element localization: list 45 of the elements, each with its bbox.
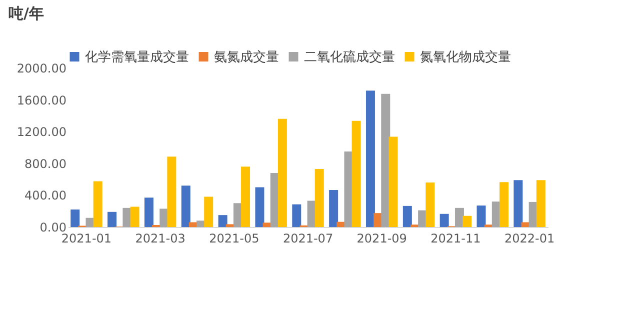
bar — [329, 190, 338, 227]
legend-label: 二氧化硫成交量 — [304, 48, 395, 65]
x-tick-label: 2021-05 — [209, 232, 260, 246]
bar — [440, 214, 449, 227]
x-tick-label: 2021-07 — [282, 232, 334, 246]
y-tick-label: 0.00 — [40, 220, 66, 234]
bar — [388, 136, 398, 227]
bar — [292, 204, 302, 227]
bar — [426, 182, 435, 227]
x-tick-label: 2022-01 — [504, 232, 555, 246]
y-axis-title: 吨/年 — [8, 4, 44, 22]
bar — [462, 216, 472, 227]
bar — [278, 118, 287, 227]
x-tick-label: 2021-09 — [356, 232, 407, 246]
bar — [314, 168, 324, 227]
x-tick-label: 2021-03 — [135, 232, 186, 246]
bar — [93, 181, 102, 227]
legend-label: 化学需氧量成交量 — [85, 48, 189, 65]
bar — [181, 186, 190, 227]
bar — [514, 180, 523, 227]
bar — [402, 206, 412, 227]
y-tick-label: 1200.00 — [16, 125, 66, 140]
y-tick-label: 800.00 — [24, 156, 66, 171]
bar — [167, 156, 176, 227]
x-tick-label: 2021-11 — [430, 232, 481, 246]
legend-label: 氨氮成交量 — [214, 48, 279, 65]
bar — [536, 180, 546, 227]
bar — [241, 166, 250, 227]
bar — [499, 182, 508, 227]
bar — [108, 212, 117, 227]
y-tick-label: 2000.00 — [16, 62, 66, 76]
legend-label: 氮氧化物成交量 — [420, 48, 511, 65]
y-tick-label: 1600.00 — [16, 93, 66, 108]
bar — [218, 215, 228, 227]
bar — [454, 208, 464, 227]
x-tick-label: 2021-01 — [61, 232, 112, 246]
bar — [476, 206, 486, 227]
bar — [352, 120, 361, 227]
bar — [366, 90, 375, 227]
bar — [255, 187, 264, 227]
bar — [70, 210, 80, 227]
bar — [204, 196, 214, 227]
y-tick-label: 400.00 — [24, 188, 66, 203]
bar — [144, 198, 154, 227]
bar — [130, 206, 140, 227]
